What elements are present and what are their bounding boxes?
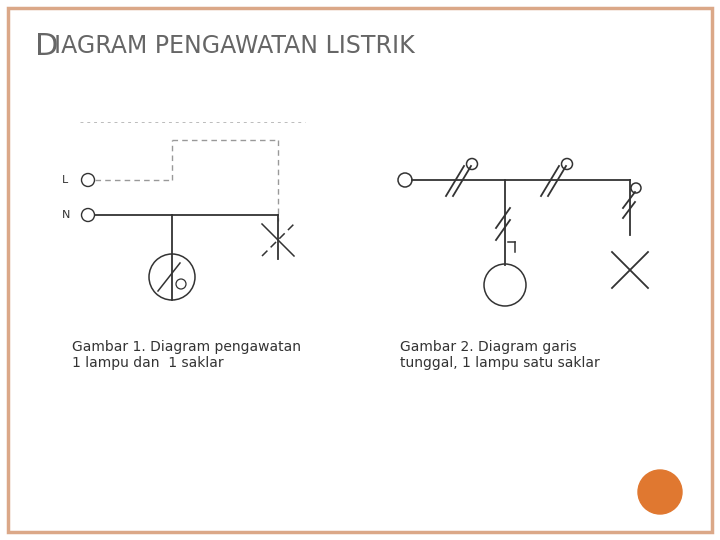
Text: N: N [62, 210, 71, 220]
Text: IAGRAM PENGAWATAN LISTRIK: IAGRAM PENGAWATAN LISTRIK [54, 34, 415, 58]
Text: Gambar 2. Diagram garis
tunggal, 1 lampu satu saklar: Gambar 2. Diagram garis tunggal, 1 lampu… [400, 340, 600, 370]
Text: L: L [62, 175, 68, 185]
Text: D: D [35, 32, 58, 61]
Circle shape [638, 470, 682, 514]
Text: Gambar 1. Diagram pengawatan
1 lampu dan  1 saklar: Gambar 1. Diagram pengawatan 1 lampu dan… [72, 340, 301, 370]
